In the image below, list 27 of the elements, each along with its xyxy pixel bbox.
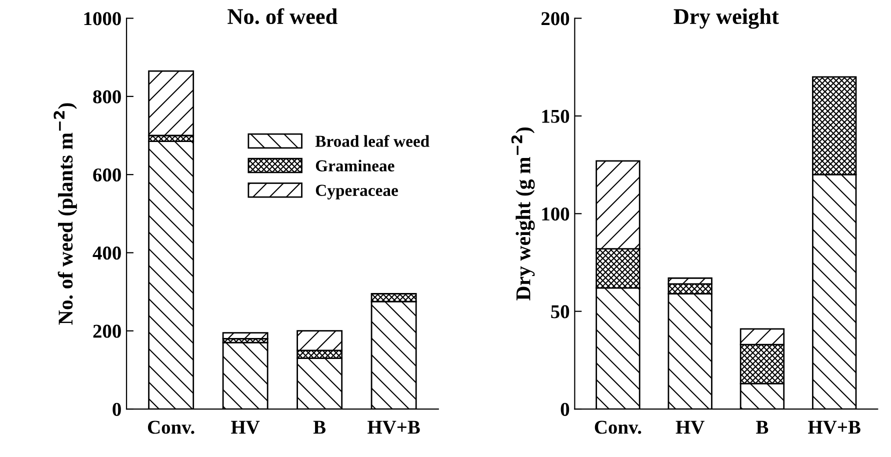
x-tick-label: B (756, 420, 768, 434)
x-tick-label: HV (676, 420, 704, 434)
y-tick-label: 200 (93, 324, 121, 338)
x-tick-label: Conv. (148, 420, 194, 434)
y-tick-label: 100 (542, 207, 570, 221)
y-tick-label: 0 (112, 402, 121, 416)
legend-label: Cyperaceae (316, 184, 398, 200)
x-tick-label: HV+B (808, 420, 860, 434)
y-tick-label: 600 (93, 168, 121, 182)
y-tick-label: 50 (551, 305, 570, 318)
y-tick-label: 400 (92, 246, 121, 260)
bar (222, 332, 268, 340)
y-axis-title: No. of weed (plants m$^{−2}$) (54, 103, 77, 325)
y-tick-label: 800 (93, 90, 121, 104)
y-tick-label: 200 (541, 12, 570, 26)
chart-title: No. of weed (228, 8, 338, 24)
x-tick-label: B (313, 420, 326, 434)
y-axis-title: Dry weight (g m$^{−2}$) (511, 128, 535, 300)
x-tick-label: HV (231, 420, 260, 434)
y-tick-label: 150 (542, 110, 570, 123)
legend-label: Gramineae (316, 160, 394, 172)
x-tick-label: Conv. (594, 420, 642, 434)
x-tick-label: HV+B (368, 420, 420, 434)
y-tick-label: 1000 (84, 12, 121, 26)
chart-title: Dry weight (674, 8, 779, 29)
legend-label: Broad leaf weed (315, 135, 430, 147)
y-tick-label: 0 (560, 402, 570, 416)
